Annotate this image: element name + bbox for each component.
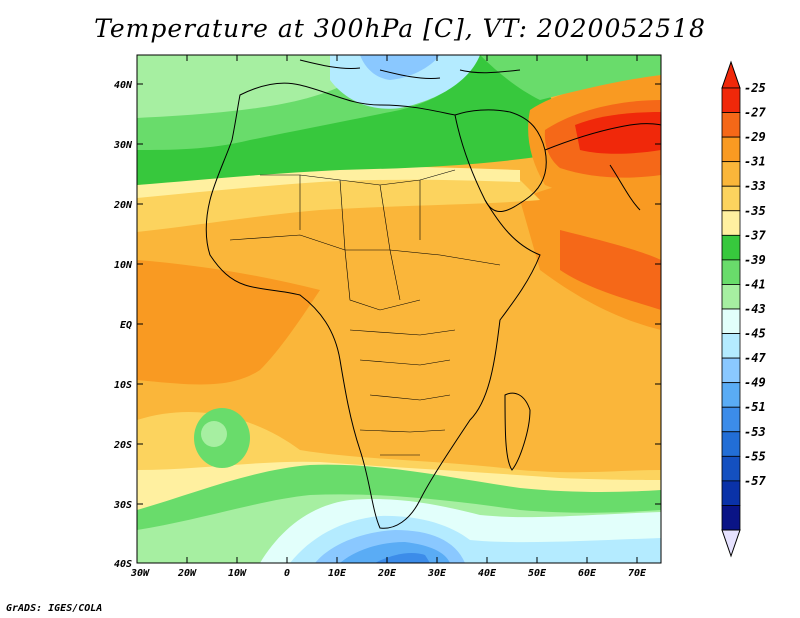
map-title: Temperature at 300hPa [C], VT: 202005251…: [94, 14, 706, 43]
colorbar-label: -55: [744, 449, 766, 463]
colorbar-swatch: [721, 382, 741, 408]
lon-label-50e: 50E: [528, 568, 547, 579]
colorbar-swatch: [721, 185, 741, 212]
colorbar-over-triangle: [721, 60, 741, 89]
colorbar-swatch: [721, 234, 741, 261]
colorbar-swatch: [721, 136, 741, 163]
colorbar-label: -41: [744, 277, 766, 291]
colorbar-swatch: [721, 259, 741, 285]
lon-tick-marks: [186, 55, 638, 563]
colorbar-under-triangle: [721, 529, 741, 558]
colorbar-swatch: [721, 431, 741, 457]
colorbar-label: -37: [744, 228, 766, 242]
lat-label-30s: 30S: [113, 500, 132, 511]
colorbar-label: -27: [744, 106, 766, 120]
colorbar-label: -39: [744, 253, 766, 267]
colorbar-labels: -25 -27 -29 -31 -33 -35 -37 -39 -41 -43 -45 -47 -49 -…: [744, 81, 766, 488]
lon-label-30e: 30E: [427, 568, 447, 579]
lat-label-30n: 30N: [113, 140, 133, 151]
lat-tick-labels: 40N 30N 20N 10N EQ 10S 20S 30S 40S: [113, 80, 133, 570]
colorbar-swatch: [721, 357, 741, 384]
lat-label-40n: 40N: [114, 80, 133, 91]
lon-label-40e: 40E: [478, 568, 497, 579]
colorbar-label: -31: [744, 155, 766, 169]
colorbar-label: -35: [744, 204, 766, 218]
colorbar-swatch: [721, 308, 741, 334]
lat-tick-marks: [137, 83, 661, 505]
colorbar-swatch: [721, 210, 741, 236]
colorbar-label: -33: [744, 179, 766, 193]
colorbar-swatch: [721, 87, 741, 113]
colorbar-label: -25: [744, 81, 766, 95]
lat-label-20s: 20S: [113, 440, 132, 451]
colorbar-swatch: [721, 505, 741, 531]
lon-tick-labels: 30W 20W 10W 0 10E 20E 30E 40E 50E 60E 70…: [130, 568, 647, 579]
colorbar-label: -51: [744, 400, 766, 414]
colorbar-label: -57: [744, 474, 766, 488]
country-borders: [229, 169, 501, 456]
lat-label-40s: 40S: [114, 559, 132, 570]
lon-label-70e: 70E: [628, 568, 647, 579]
lat-label-eq: EQ: [120, 320, 132, 331]
temperature-field: [137, 55, 661, 563]
colorbar-swatch: [721, 161, 741, 187]
colorbar-swatch: [721, 455, 741, 482]
lon-label-10w: 10W: [228, 568, 247, 579]
coastlines: [205, 59, 661, 529]
colorbar-swatch: [721, 333, 741, 359]
lat-label-10n: 10N: [114, 260, 133, 271]
colorbar: [721, 60, 741, 558]
colorbar-swatch: [721, 284, 741, 310]
colorbar-label: -43: [744, 302, 766, 316]
lat-label-20n: 20N: [113, 200, 133, 211]
colorbar-swatch: [721, 406, 741, 433]
lon-label-0: 0: [284, 568, 290, 579]
colorbar-label: -47: [744, 351, 766, 365]
colorbar-label: -29: [744, 130, 766, 144]
lon-label-60e: 60E: [578, 568, 597, 579]
lon-label-10e: 10E: [328, 568, 347, 579]
lon-label-20w: 20W: [177, 568, 197, 579]
colorbar-swatch: [721, 480, 741, 506]
colorbar-label: -53: [744, 425, 766, 439]
colorbar-label: -49: [744, 376, 766, 390]
grads-credit: GrADS: IGES/COLA: [6, 603, 103, 614]
lon-label-20e: 20E: [377, 568, 397, 579]
colorbar-label: -45: [744, 327, 766, 341]
lon-label-30w: 30W: [130, 568, 150, 579]
lat-label-10s: 10S: [114, 380, 132, 391]
colorbar-swatch: [721, 112, 741, 138]
map-frame: [136, 54, 662, 564]
